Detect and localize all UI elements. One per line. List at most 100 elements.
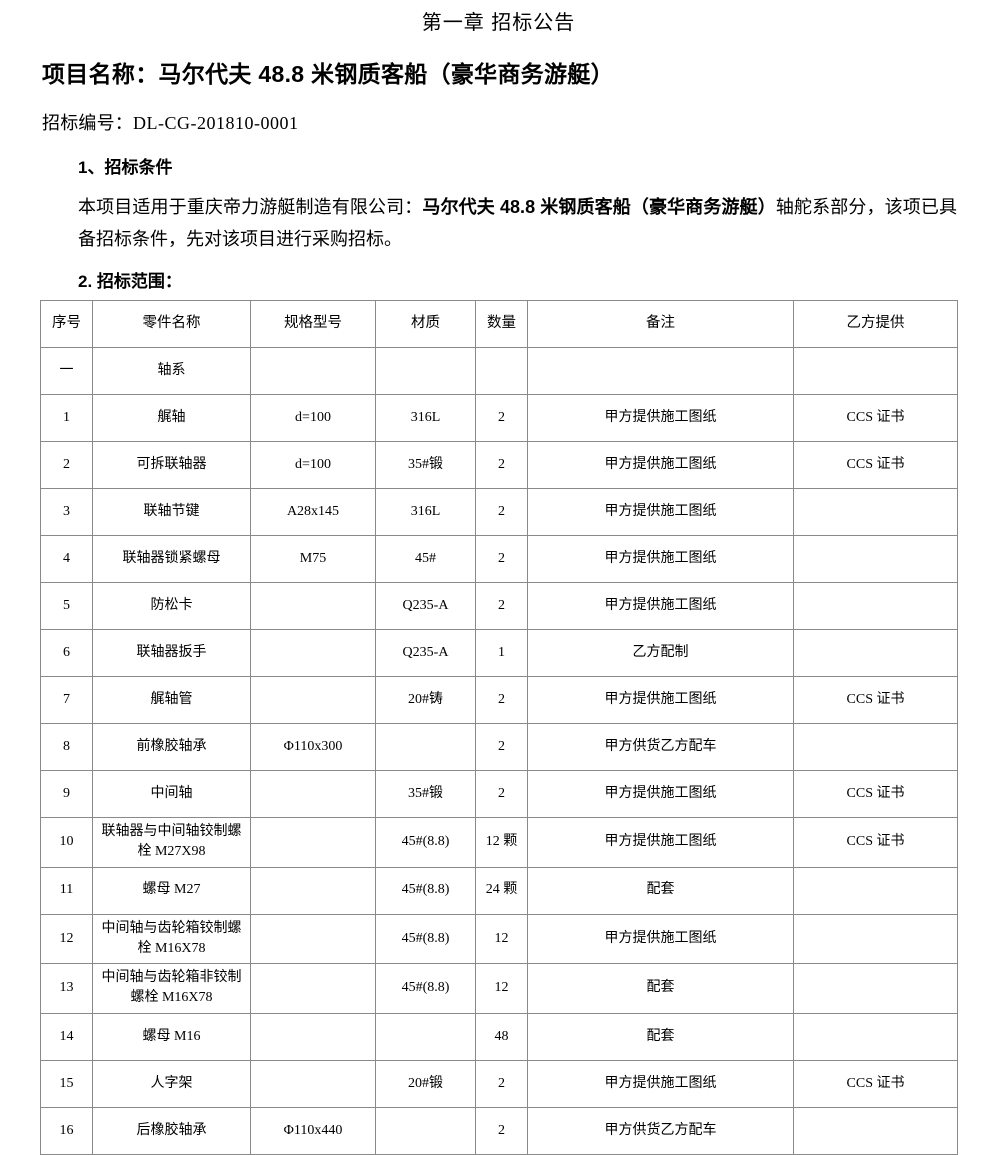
cell-no: 1	[40, 394, 93, 442]
cell-remark: 甲方供货乙方配车	[527, 723, 794, 771]
table-row: 13 中间轴与齿轮箱非铰制螺栓 M16X78 45#(8.8) 12 配套	[40, 963, 958, 1014]
cell-supplied-by-party-b	[793, 629, 958, 677]
cell-remark: 甲方提供施工图纸	[527, 770, 794, 818]
chapter-title: 第一章 招标公告	[421, 12, 576, 34]
cell-remark: 配套	[527, 963, 794, 1014]
cell-quantity: 2	[475, 770, 528, 818]
table-row: 3 联轴节键 A28x145 316L 2 甲方提供施工图纸	[40, 488, 958, 536]
cell-quantity: 2	[475, 441, 528, 489]
scope-table-container: 序号 零件名称 规格型号 材质 数量 备注 乙方提供 一轴系 1 艉轴 d=100 31…	[0, 300, 997, 1155]
column-header-part-name: 零件名称	[92, 300, 251, 348]
cell-supplied-by-party-b: CCS 证书	[793, 817, 958, 868]
cell-remark: 甲方提供施工图纸	[527, 676, 794, 724]
table-row: 2 可拆联轴器 d=100 35#锻 2 甲方提供施工图纸 CCS 证书	[40, 441, 958, 489]
cell-quantity: 12 颗	[475, 817, 528, 868]
cell-no: 4	[40, 535, 93, 583]
cell-remark: 甲方提供施工图纸	[527, 1059, 794, 1108]
cell-no: 3	[40, 488, 93, 536]
cell-spec	[250, 676, 376, 724]
table-row: 10 联轴器与中间轴铰制螺栓 M27X98 45#(8.8) 12 颗甲方提供施工图纸…	[40, 817, 958, 868]
cell-quantity: 1	[475, 629, 528, 677]
cell-material: 20#铸	[375, 676, 476, 724]
cell-quantity: 12	[475, 963, 528, 1014]
project-name-label: 项目名称：	[42, 61, 159, 87]
cell-supplied-by-party-b	[793, 913, 958, 965]
cell-name: 联轴器锁紧螺母	[92, 535, 251, 583]
cell-spec	[250, 629, 376, 677]
cell-material: Q235-A	[375, 629, 476, 677]
tender-number-value: DL-CG-201810-0001	[133, 113, 299, 133]
cell-spec: d=100	[250, 441, 376, 489]
cell-supplied-by-party-b	[793, 866, 958, 915]
cell-remark	[527, 347, 794, 395]
cell-supplied-by-party-b: CCS 证书	[793, 676, 958, 724]
table-row: 4 联轴器锁紧螺母 M75 45# 2 甲方提供施工图纸	[40, 535, 958, 583]
cell-remark: 甲方提供施工图纸	[527, 913, 794, 965]
cell-no: 13	[40, 963, 93, 1014]
cell-spec	[250, 817, 376, 868]
tender-number-line: 招标编号：DL-CG-201810-0001	[0, 95, 997, 139]
column-header-no: 序号	[40, 300, 93, 348]
cell-name: 联轴器与中间轴铰制螺栓 M27X98	[92, 817, 251, 868]
cell-material: 20#锻	[375, 1059, 476, 1108]
cell-no: 10	[40, 817, 93, 868]
cell-quantity: 2	[475, 582, 528, 630]
cell-quantity: 2	[475, 535, 528, 583]
cell-quantity: 2	[475, 676, 528, 724]
cell-name: 中间轴	[92, 770, 251, 818]
cell-material: 316L	[375, 488, 476, 536]
cell-name: 螺母 M16	[92, 1012, 251, 1061]
cell-supplied-by-party-b: CCS 证书	[793, 394, 958, 442]
cell-supplied-by-party-b	[793, 582, 958, 630]
cell-no: 5	[40, 582, 93, 630]
cell-remark: 甲方提供施工图纸	[527, 582, 794, 630]
paragraph-bold-project: 马尔代夫 48.8 米钢质客船（豪华商务游艇）	[422, 197, 776, 217]
cell-spec: Φ110x300	[250, 723, 376, 771]
cell-spec	[250, 866, 376, 915]
cell-remark: 甲方提供施工图纸	[527, 817, 794, 868]
cell-no: 11	[40, 866, 93, 915]
cell-no: 7	[40, 676, 93, 724]
cell-supplied-by-party-b	[793, 488, 958, 536]
table-row: 6 联轴器扳手 Q235-A 1 乙方配制	[40, 629, 958, 677]
cell-remark: 配套	[527, 866, 794, 915]
cell-quantity	[475, 347, 528, 395]
cell-name: 螺母 M27	[92, 866, 251, 915]
cell-spec	[250, 770, 376, 818]
cell-no: 9	[40, 770, 93, 818]
cell-remark: 甲方提供施工图纸	[527, 441, 794, 489]
table-row: 11 螺母 M27 45#(8.8) 24 颗配套	[40, 866, 958, 915]
column-header-remark: 备注	[527, 300, 794, 348]
table-row: 8 前橡胶轴承 Φ110x300 2 甲方供货乙方配车	[40, 723, 958, 771]
cell-spec: M75	[250, 535, 376, 583]
project-name-value: 马尔代夫 48.8 米钢质客船（豪华商务游艇）	[158, 61, 614, 87]
column-header-supplied-by-party-b: 乙方提供	[793, 300, 958, 348]
cell-no: 8	[40, 723, 93, 771]
cell-supplied-by-party-b	[793, 723, 958, 771]
cell-no: 12	[40, 913, 93, 965]
cell-remark: 甲方提供施工图纸	[527, 394, 794, 442]
cell-name: 前橡胶轴承	[92, 723, 251, 771]
cell-spec: A28x145	[250, 488, 376, 536]
cell-name: 艉轴管	[92, 676, 251, 724]
cell-quantity: 48	[475, 1012, 528, 1061]
table-row: 15 人字架 20#锻 2 甲方提供施工图纸 CCS 证书	[40, 1059, 958, 1108]
cell-no: 2	[40, 441, 93, 489]
cell-material: 35#锻	[375, 770, 476, 818]
cell-no: 一	[40, 347, 93, 395]
cell-material: 316L	[375, 394, 476, 442]
cell-no: 6	[40, 629, 93, 677]
cell-no: 15	[40, 1059, 93, 1108]
cell-supplied-by-party-b	[793, 535, 958, 583]
project-name-line: 项目名称：马尔代夫 48.8 米钢质客船（豪华商务游艇）	[0, 39, 997, 95]
cell-spec	[250, 963, 376, 1014]
section-heading-conditions: 1、招标条件	[78, 158, 173, 177]
cell-quantity: 2	[475, 394, 528, 442]
table-row: 7 艉轴管 20#铸 2 甲方提供施工图纸 CCS 证书	[40, 676, 958, 724]
cell-name: 轴系	[92, 347, 251, 395]
table-row: 9 中间轴 35#锻 2 甲方提供施工图纸 CCS 证书	[40, 770, 958, 818]
cell-name: 联轴节键	[92, 488, 251, 536]
cell-spec	[250, 582, 376, 630]
cell-quantity: 12	[475, 913, 528, 965]
